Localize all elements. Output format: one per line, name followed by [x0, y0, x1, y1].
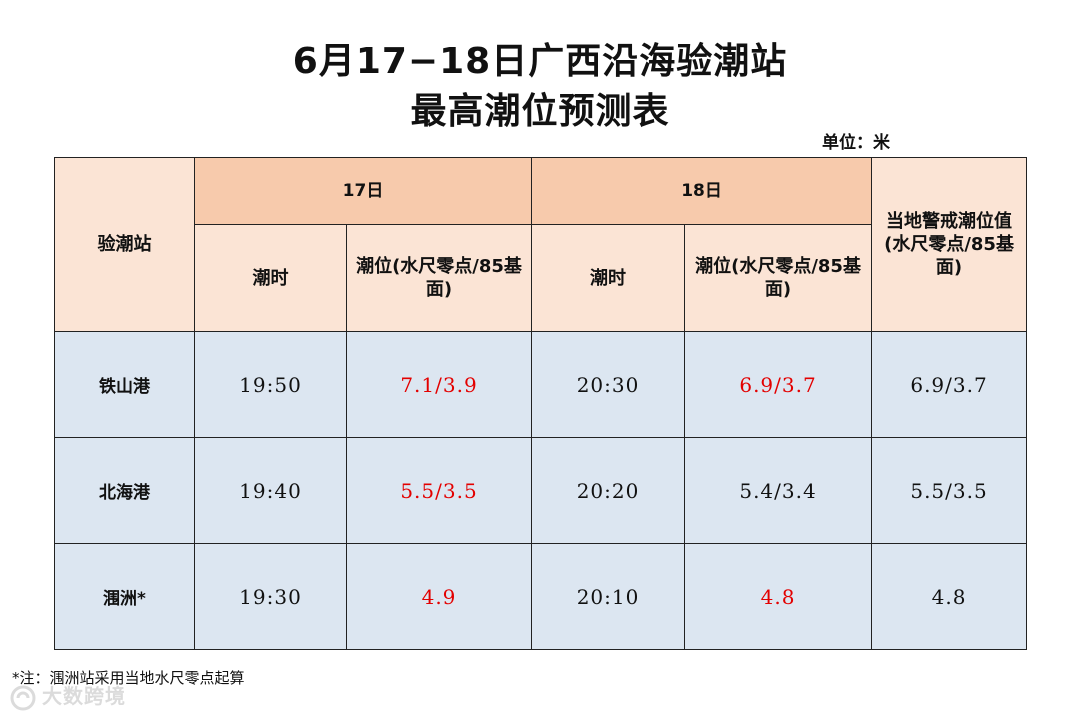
page-title-line1: 6月17−18日广西沿海验潮站 [292, 41, 788, 82]
tide-time-18: 20:20 [531, 437, 686, 544]
station-header: 验潮站 [54, 157, 195, 332]
tide-level-18: 5.4/3.4 [684, 437, 873, 544]
header-row-sub: 潮时 潮位(水尺零点/85基面) 潮时 潮位(水尺零点/85基面) [55, 224, 1027, 332]
tide-time-17: 19:40 [194, 437, 347, 544]
day-header-17: 17日 [193, 157, 533, 225]
tide-time-17: 19:30 [194, 543, 347, 650]
warning-level: 5.5/3.5 [871, 437, 1028, 544]
watermark: 大数跨境 [10, 680, 126, 711]
footnote: *注：涠洲站采用当地水尺零点起算 [12, 669, 245, 687]
header-row-dates: 验潮站 17日 18日 当地警戒潮位值(水尺零点/85基面) [54, 157, 1028, 332]
watermark-logo-icon [10, 685, 36, 710]
station-name: 涠洲* [54, 543, 195, 650]
tide-level-header-17: 潮位(水尺零点/85基面) [345, 224, 533, 332]
tide-level-17: 5.5/3.5 [345, 437, 533, 544]
watermark-text: 大数跨境 [42, 684, 126, 708]
warning-level: 6.9/3.7 [871, 331, 1028, 438]
table-row: 涠洲* 19:30 4.9 20:10 4.8 4.8 [54, 543, 1028, 650]
station-name: 北海港 [54, 437, 195, 544]
tide-time-header-17: 潮时 [194, 224, 347, 332]
tide-level-header-18: 潮位(水尺零点/85基面) [684, 224, 873, 332]
tide-time-18: 20:10 [531, 543, 686, 650]
tide-level-18: 6.9/3.7 [684, 331, 873, 438]
tide-time-header-18: 潮时 [531, 224, 686, 332]
tide-time-18: 20:30 [531, 331, 686, 438]
table-row: 北海港 19:40 5.5/3.5 20:20 5.4/3.4 5.5/3.5 [54, 437, 1028, 544]
warning-level-header: 当地警戒潮位值(水尺零点/85基面) [871, 157, 1028, 332]
tide-forecast-table: 验潮站 17日 18日 当地警戒潮位值(水尺零点/85基面) 潮时 潮位(水尺零… [54, 157, 1028, 650]
unit-label: 单位：米 [822, 133, 890, 153]
page-title-line2: 最高潮位预测表 [410, 91, 670, 132]
tide-level-18: 4.8 [684, 543, 873, 650]
tide-level-17: 7.1/3.9 [345, 331, 533, 438]
table-row: 铁山港 19:50 7.1/3.9 20:30 6.9/3.7 6.9/3.7 [54, 331, 1028, 438]
warning-level: 4.8 [871, 543, 1028, 650]
station-name: 铁山港 [54, 331, 195, 438]
tide-time-17: 19:50 [194, 331, 347, 438]
tide-level-17: 4.9 [345, 543, 533, 650]
day-header-18: 18日 [531, 157, 873, 225]
